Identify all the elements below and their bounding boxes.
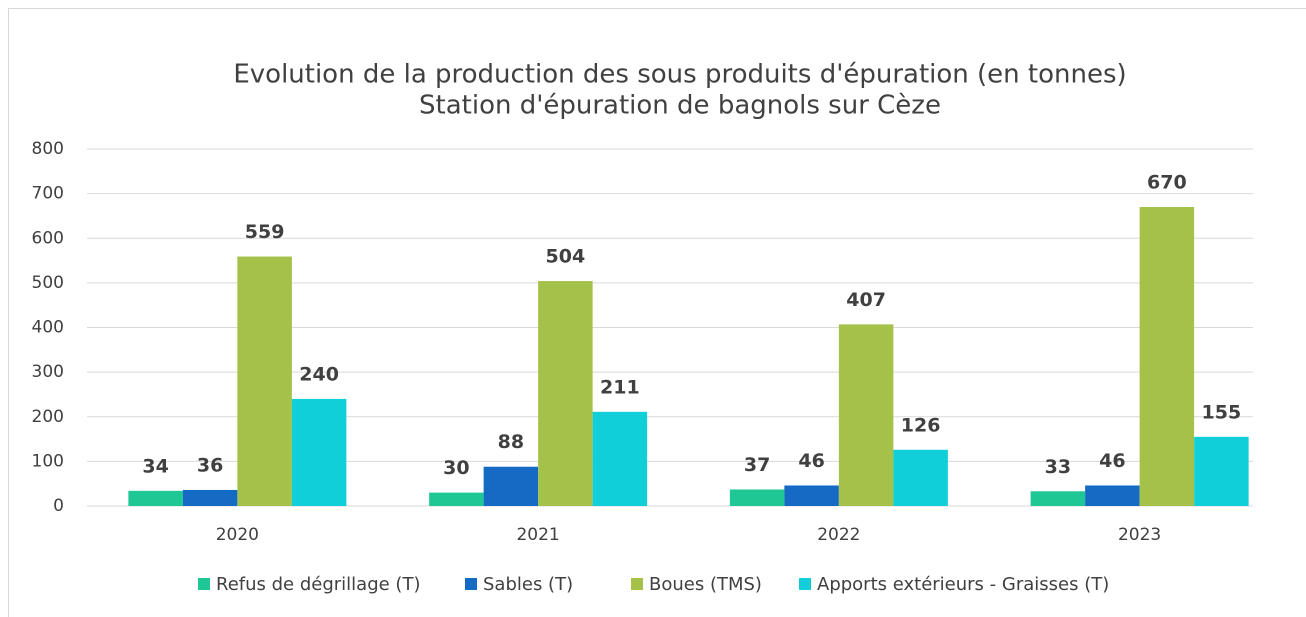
value-label: 407 xyxy=(846,289,886,311)
bar xyxy=(237,256,292,506)
value-label: 155 xyxy=(1202,401,1242,423)
y-tick-label: 0 xyxy=(53,496,64,516)
value-label: 670 xyxy=(1147,172,1187,194)
y-tick-label: 700 xyxy=(32,184,64,204)
y-tick-label: 400 xyxy=(32,318,64,338)
value-label: 240 xyxy=(299,363,339,385)
y-tick-label: 200 xyxy=(32,407,64,427)
bar xyxy=(291,398,347,506)
y-tick-label: 300 xyxy=(32,362,64,382)
bar xyxy=(429,492,484,506)
legend-label: Boues (TMS) xyxy=(649,574,762,595)
bar xyxy=(1139,207,1195,506)
x-tick-label: 2022 xyxy=(817,525,860,545)
y-tick-label: 500 xyxy=(32,273,64,293)
bar xyxy=(838,324,894,506)
legend-swatch xyxy=(465,578,477,590)
bar xyxy=(128,490,183,506)
bar xyxy=(893,449,948,506)
legend-label: Apports extérieurs - Graisses (T) xyxy=(817,574,1109,595)
y-tick-label: 600 xyxy=(32,228,64,248)
value-label: 211 xyxy=(600,376,640,398)
chart-title: Evolution de la production des sous prod… xyxy=(233,60,1126,90)
legend-swatch xyxy=(198,578,210,590)
legend-label: Refus de dégrillage (T) xyxy=(216,574,420,595)
chart-border xyxy=(8,8,1306,617)
bar xyxy=(729,489,785,506)
legend-swatch xyxy=(799,578,811,590)
value-label: 46 xyxy=(1099,450,1125,472)
x-tick-label: 2020 xyxy=(216,525,259,545)
y-tick-label: 800 xyxy=(32,139,64,159)
bar xyxy=(1085,485,1140,506)
value-label: 34 xyxy=(142,455,168,477)
value-label: 33 xyxy=(1045,456,1071,478)
bar xyxy=(483,466,539,506)
value-label: 46 xyxy=(798,450,824,472)
bar xyxy=(182,489,238,506)
y-tick-label: 100 xyxy=(32,451,64,471)
bar xyxy=(784,485,839,506)
x-tick-label: 2021 xyxy=(516,525,559,545)
chart-subtitle: Station d'épuration de bagnols sur Cèze xyxy=(419,91,941,121)
bar xyxy=(1194,436,1249,506)
value-label: 37 xyxy=(744,454,770,476)
bar xyxy=(1030,491,1086,506)
legend-label: Sables (T) xyxy=(483,574,573,595)
value-label: 504 xyxy=(546,246,586,268)
value-label: 88 xyxy=(498,431,524,453)
value-label: 36 xyxy=(197,454,223,476)
value-label: 126 xyxy=(901,414,941,436)
bar xyxy=(538,281,593,506)
bar xyxy=(592,411,648,506)
x-tick-label: 2023 xyxy=(1118,525,1161,545)
value-label: 30 xyxy=(443,457,469,479)
legend-swatch xyxy=(631,578,643,590)
value-label: 559 xyxy=(245,221,285,243)
